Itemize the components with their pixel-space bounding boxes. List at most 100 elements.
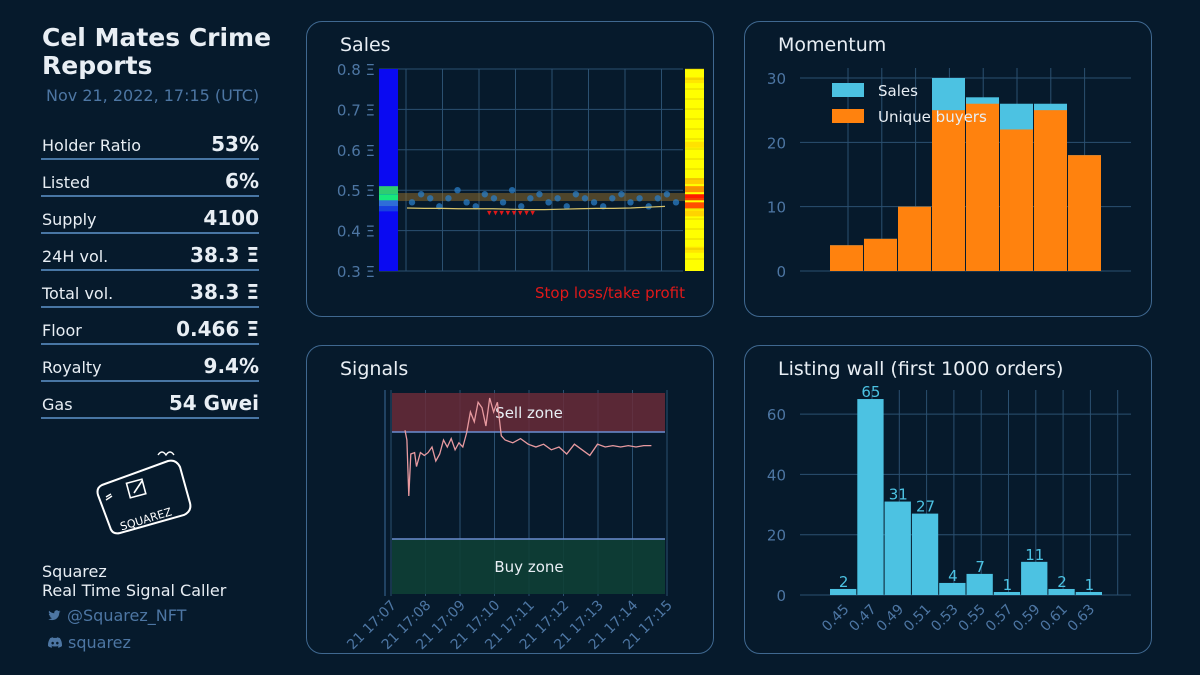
sale-point [417,191,425,198]
collection-title: Cel Mates Crime Reports [42,23,272,80]
discord-handle: squarez [68,633,131,652]
sale-point [645,203,652,210]
bar-value-label: 1 [1003,576,1013,594]
price-band [379,200,398,207]
y-tick-label: 0.8 Ξ [337,61,375,79]
stat-row: Royalty 9.4% [41,354,259,382]
momentum-chart: 0 10 20 30 Sales Unique buyers [767,68,1131,281]
sell-zone-label: Sell zone [495,404,563,422]
listing-bar [1021,561,1048,595]
y-tick-label: 10 [767,199,786,217]
discord-link[interactable]: squarez [48,633,131,652]
listing-panel: Listing wall (first 1000 orders) 0 20 40 60… [744,345,1152,654]
sale-point [627,199,634,206]
y-tick-label: 0.4 Ξ [337,223,375,241]
sale-point [636,195,643,202]
stat-value: 6% [225,169,259,193]
stat-value: 38.3 Ξ [190,280,259,304]
price-band [379,194,398,204]
stat-row: 24H vol. 38.3 Ξ [41,243,259,271]
x-tick-label: 0.59 [1010,602,1043,635]
sale-point [427,195,434,202]
legend-label: Sales [878,82,918,100]
sale-point [490,195,498,202]
bar-value-label: 11 [1025,546,1044,564]
bar-value-label: 2 [839,573,849,591]
x-tick-label: 0.53 [928,602,961,635]
depth-bar [685,69,704,271]
sale-point [563,203,570,210]
bar-value-label: 31 [889,486,908,504]
listing-bar [911,513,939,595]
floor-band [398,193,685,202]
y-tick-label: 20 [767,527,786,545]
stop-loss-label: Stop loss/take profit [535,284,685,302]
stat-label: Gas [42,395,73,414]
author-role: Real Time Signal Caller [42,581,227,600]
signal-line [404,397,652,497]
stop-loss-marker: ▾ [487,209,492,219]
report-date: Nov 21, 2022, 17:15 (UTC) [46,86,260,105]
unique-buyers-bar [1034,110,1067,272]
unique-buyers-bar [864,238,897,271]
sale-point [527,195,534,202]
sale-point [663,191,671,198]
price-band [379,206,398,212]
sale-point [454,187,461,194]
sales-panel: Sales 0.3 Ξ 0.4 Ξ 0.5 Ξ 0.6 Ξ 0.7 Ξ 0.8 Ξ ▾ ▾ ▾ ▾… [306,21,714,317]
sale-point [554,195,561,202]
stop-loss-marker: ▾ [512,209,517,219]
sale-point [572,191,580,198]
bar-value-label: 4 [948,567,958,585]
sale-point [590,199,598,206]
y-tick-label: 40 [767,466,786,484]
price-band [379,186,398,195]
depth-band [685,202,704,209]
stat-label: Supply [42,210,97,229]
twitter-icon [48,610,61,621]
legend-label: Unique buyers [878,108,987,126]
unique-buyers-bar [898,206,931,271]
legend-swatch [832,83,864,97]
legend-swatch [832,109,864,123]
discord-icon [48,637,62,648]
y-tick-label: 20 [767,134,786,152]
y-tick-label: 0 [776,263,786,281]
twitter-handle: @Squarez_NFT [67,606,187,625]
twitter-link[interactable]: @Squarez_NFT [48,606,186,625]
depth-band [685,210,704,217]
listing-bar [830,588,857,595]
listing-bar [1075,591,1102,595]
stat-row: Listed 6% [41,169,259,197]
buy-zone [392,539,665,594]
stat-row: Gas 54 Gwei [41,391,259,419]
unique-buyers-bar [1000,129,1033,271]
bar-value-label: 2 [1057,573,1067,591]
depth-band [685,178,704,185]
x-tick-label: 0.55 [956,602,989,635]
momentum-panel-title: Momentum [778,34,887,56]
sale-point [408,199,416,206]
signals-panel-title: Signals [340,358,409,380]
sales-panel-title: Sales [340,34,391,56]
depth-band [685,77,704,84]
bar-value-label: 27 [916,498,935,516]
stat-label: 24H vol. [42,247,109,266]
y-tick-label: 0.7 Ξ [337,101,375,119]
sale-point [472,203,479,210]
sale-point [481,191,489,198]
x-tick-label: 0.57 [983,602,1016,635]
y-tick-label: 0.5 Ξ [337,182,375,200]
x-tick-label: 0.51 [901,602,934,635]
stat-label: Holder Ratio [42,136,142,155]
bar-value-label: 1 [1085,576,1095,594]
x-tick-label: 0.49 [874,602,907,635]
stat-value: 38.3 Ξ [190,243,259,267]
stat-row: Floor 0.466 Ξ [41,317,259,345]
sale-point [654,195,661,202]
listing-bar [1048,588,1075,595]
stop-loss-marker: ▾ [518,209,523,219]
moving-average-line [406,205,666,211]
unique-buyers-bar [1068,155,1101,271]
stat-label: Royalty [42,358,102,377]
